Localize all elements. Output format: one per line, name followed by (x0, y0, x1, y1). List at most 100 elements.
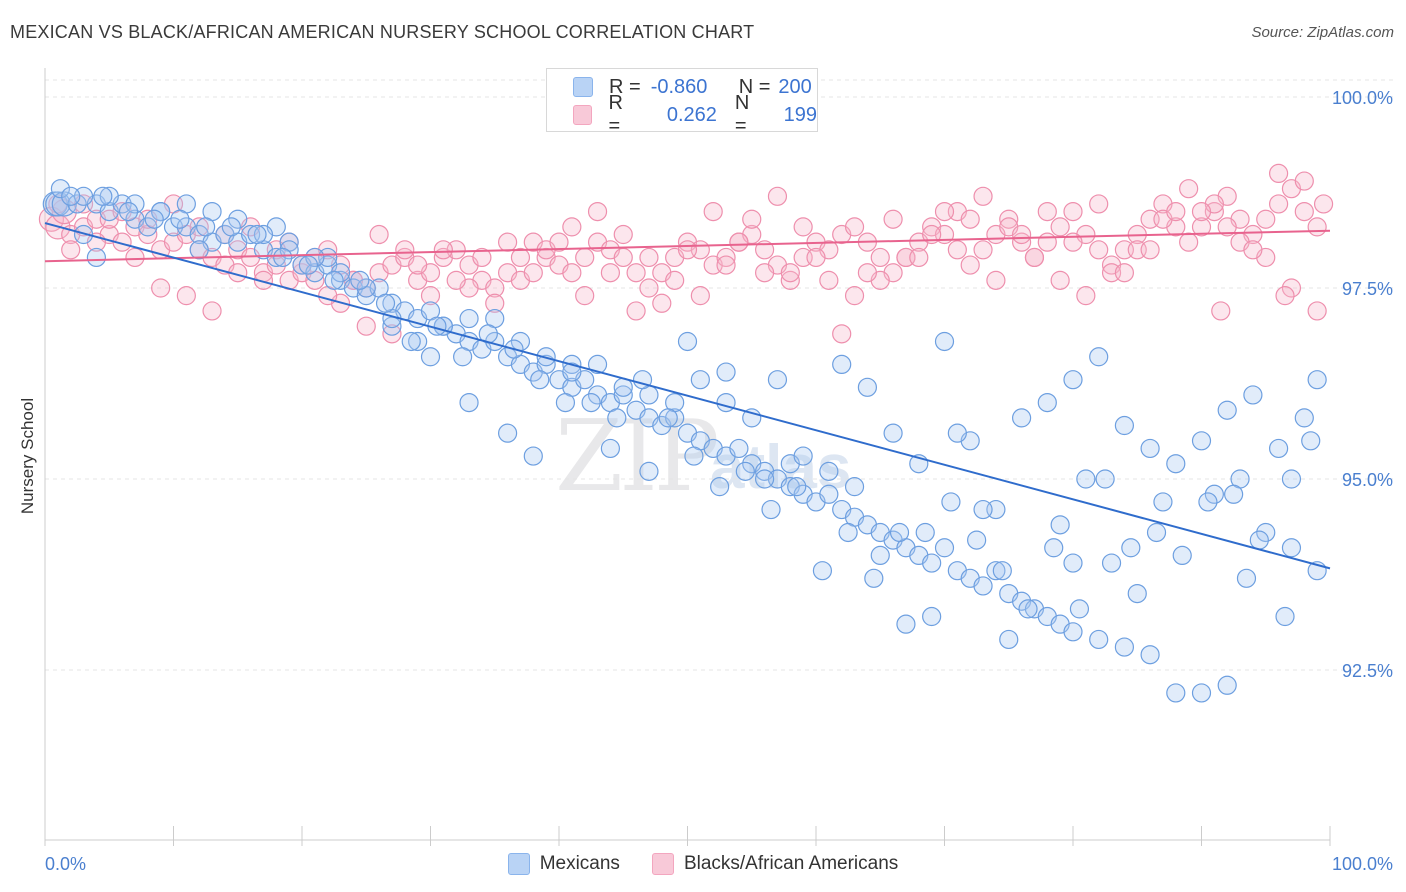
legend-label-blacks: Blacks/African Americans (683, 853, 899, 874)
correlation-legend: R = -0.860 N = 200 R = 0.262 N = 199 (546, 68, 818, 137)
chart-title: MEXICAN VS BLACK/AFRICAN AMERICAN NURSER… (10, 22, 755, 42)
data-point (1037, 232, 1057, 252)
data-point (735, 461, 755, 481)
data-point (793, 446, 813, 466)
data-point (819, 270, 839, 290)
data-point (170, 209, 190, 229)
data-point (613, 385, 633, 405)
data-point (767, 370, 788, 390)
data-point (973, 576, 993, 596)
data-point (665, 270, 685, 290)
data-point (832, 354, 852, 374)
data-point (767, 186, 788, 206)
data-point (382, 324, 402, 344)
data-point (1243, 385, 1263, 405)
data-point (459, 308, 479, 329)
data-point (324, 270, 344, 290)
data-point (562, 362, 582, 382)
data-point (356, 316, 376, 336)
data-point (922, 606, 942, 627)
data-point (1114, 637, 1135, 657)
data-point (857, 377, 878, 397)
data-point (151, 202, 171, 222)
data-point (665, 408, 685, 428)
data-point (973, 240, 993, 260)
data-point (99, 186, 119, 206)
data-point (1198, 492, 1218, 512)
data-point (819, 484, 839, 504)
data-point (279, 240, 299, 260)
legend-swatch-blacks (573, 105, 593, 125)
y-tick-label: 97.5% (1342, 279, 1393, 299)
data-point (716, 247, 736, 268)
data-point (1294, 202, 1314, 222)
data-point (1140, 645, 1160, 665)
data-point (1095, 469, 1115, 489)
data-point (1179, 232, 1199, 252)
data-point (1191, 202, 1212, 222)
data-point (202, 301, 222, 321)
data-point (1268, 438, 1289, 459)
data-point (1217, 675, 1237, 695)
data-point (626, 263, 646, 283)
data-point (221, 217, 241, 237)
data-point (947, 423, 967, 443)
data-point (677, 240, 698, 260)
watermark-atlas: atlas (710, 433, 852, 502)
data-point (1294, 171, 1314, 191)
data-point (742, 209, 762, 229)
data-point (941, 492, 961, 512)
data-point (600, 438, 621, 459)
data-point (639, 278, 659, 298)
data-point (555, 393, 576, 413)
trend-lines (44, 222, 1331, 570)
data-point (870, 247, 890, 268)
data-point (1050, 270, 1070, 290)
data-point (1140, 240, 1160, 260)
data-point (61, 186, 81, 206)
data-point (523, 263, 543, 283)
data-point (1275, 606, 1295, 627)
data-point (1050, 515, 1070, 535)
data-point (138, 217, 158, 237)
data-point (967, 530, 987, 550)
data-point (1114, 263, 1135, 283)
data-point (909, 247, 929, 268)
data-point (420, 286, 441, 306)
data-point (600, 263, 621, 283)
data-point (575, 247, 595, 268)
data-point (729, 438, 749, 459)
legend-item-blacks[interactable]: Blacks/African Americans (651, 853, 899, 875)
data-point (754, 263, 775, 283)
data-point (562, 263, 582, 283)
data-point (1243, 240, 1263, 260)
data-point (806, 247, 826, 268)
data-point (453, 347, 473, 367)
legend-swatch-mexicans-bottom (507, 853, 530, 875)
data-point (934, 331, 955, 352)
data-point (1204, 484, 1224, 504)
data-point (1011, 224, 1032, 245)
data-point (793, 217, 813, 237)
data-point (1307, 301, 1327, 321)
legend-r-label: R = (609, 75, 641, 98)
data-point (485, 293, 505, 313)
data-point (1089, 347, 1109, 367)
legend-item-mexicans[interactable]: Mexicans (507, 853, 620, 875)
data-point (1011, 408, 1032, 428)
data-point (176, 286, 196, 306)
data-point (780, 263, 800, 283)
data-point (716, 255, 736, 275)
y-axis-label: Nursery School (18, 398, 37, 514)
data-point (151, 278, 171, 298)
data-point (228, 209, 248, 229)
data-point (947, 240, 967, 260)
data-point (498, 232, 518, 252)
data-point (45, 191, 71, 217)
data-point (1224, 484, 1244, 504)
data-point (420, 347, 441, 367)
data-point (992, 561, 1012, 581)
data-point (253, 224, 274, 245)
data-point (1217, 217, 1237, 237)
